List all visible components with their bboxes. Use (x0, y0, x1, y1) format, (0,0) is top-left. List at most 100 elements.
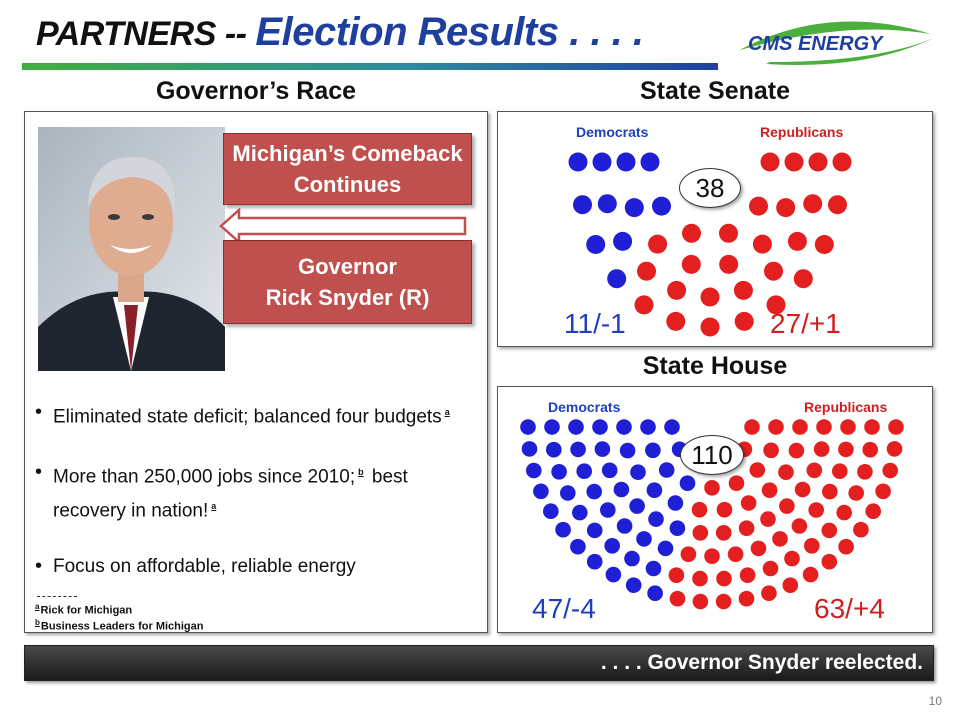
republican-seat (865, 503, 881, 519)
bullet-item: Focus on affordable, reliable energy (33, 552, 483, 581)
bullet-text: Eliminated state deficit; balanced four … (53, 406, 442, 428)
republican-seat (882, 462, 898, 479)
senate-democrats-label: Democrats (576, 124, 649, 140)
republican-seat (761, 482, 778, 498)
democrat-seat (576, 463, 592, 479)
democrat-seat (544, 419, 560, 435)
republican-seat (704, 480, 720, 496)
republican-seat (814, 235, 834, 254)
republican-seat (791, 518, 808, 534)
republican-seat (681, 254, 701, 274)
republican-seat (715, 525, 732, 541)
democrat-seat (624, 550, 640, 567)
republican-seat (862, 441, 878, 458)
republican-seat (716, 570, 732, 587)
republican-seat (763, 442, 779, 459)
republican-seat (761, 585, 777, 601)
democrat-seat (521, 441, 538, 457)
senate-total-seats: 38 (679, 168, 741, 208)
republican-seat (700, 317, 720, 337)
democrat-seat (624, 198, 644, 218)
republican-seat (764, 261, 783, 281)
bullet-item: More than 250,000 jobs since 2010;b best… (33, 458, 483, 525)
democrat-seat (568, 152, 588, 172)
republican-seat (752, 234, 772, 254)
republican-seat (792, 419, 808, 435)
democrat-seat (664, 419, 680, 435)
senate-republicans-tally: 27/+1 (770, 308, 841, 339)
democrat-seat (648, 511, 664, 527)
republican-seat (793, 269, 813, 289)
republican-seat (716, 501, 733, 518)
slide-title: PARTNERS -- Election Results . . . . (36, 10, 644, 62)
republican-seat (808, 502, 824, 518)
republican-seat (832, 152, 852, 172)
democrat-seat (652, 196, 671, 216)
republican-seat (821, 553, 838, 570)
democrat-seat (533, 483, 549, 500)
house-section-title: State House (642, 352, 788, 380)
democrat-seat (555, 521, 571, 538)
house-democrats-tally: 47/-4 (532, 593, 596, 624)
republican-seat (744, 419, 760, 435)
republican-seat (778, 464, 794, 480)
democrat-seat (645, 560, 662, 577)
democrat-seat (636, 531, 652, 547)
republican-seat (692, 570, 708, 587)
bullet-item: Eliminated state deficit; balanced four … (33, 398, 483, 431)
house-panel: Democrats Republicans 110 47/-4 63/+4 (497, 386, 933, 633)
bullet-text: Focus on affordable, reliable energy (53, 555, 356, 577)
republican-seat (787, 231, 807, 251)
democrat-seat (640, 152, 660, 172)
republican-seat (813, 441, 830, 457)
democrat-seat (586, 522, 603, 539)
governor-name-box: Governor Rick Snyder (R) (223, 240, 472, 324)
republican-seat (680, 546, 697, 562)
democrat-seat (573, 195, 592, 215)
republican-seat (840, 419, 856, 435)
democrat-seat (592, 152, 612, 172)
democrat-seat (607, 269, 627, 289)
republican-seat (857, 464, 873, 480)
democrat-seat (657, 540, 674, 557)
republican-seat (788, 442, 805, 459)
house-total-seats: 110 (680, 435, 744, 475)
footnote-marker: b (358, 467, 364, 478)
republican-seat (669, 590, 686, 607)
republican-seat (749, 462, 766, 478)
republican-seat (806, 462, 823, 479)
republican-seat (886, 441, 903, 457)
footnote-marker: a (444, 407, 450, 417)
title-main: Election Results . . . . (255, 10, 644, 54)
republican-seat (692, 593, 709, 610)
republican-seat (682, 223, 701, 243)
democrat-seat (570, 538, 586, 555)
republican-seat (715, 593, 732, 610)
governor-photo (38, 127, 225, 371)
republican-seat (762, 560, 779, 577)
democrat-seat (568, 419, 584, 435)
governor-section-title: Governor’s Race (155, 77, 357, 105)
page-number: 10 (928, 694, 942, 708)
democrat-seat (629, 498, 645, 514)
democrat-seat (592, 419, 608, 435)
republican-seat (768, 419, 784, 435)
democrat-seat (616, 152, 636, 172)
republican-seat (853, 521, 869, 538)
footnote-marker: a (211, 500, 217, 511)
republican-seat (848, 485, 864, 501)
house-republicans-tally: 63/+4 (814, 593, 885, 624)
republican-seat (692, 525, 709, 541)
footnote-text: Rick for Michigan (40, 604, 133, 617)
republican-seat (637, 261, 656, 281)
bullet-text: More than 250,000 jobs since 2010; (53, 466, 356, 488)
governor-line-1: Governor (297, 254, 397, 279)
republican-seat (750, 540, 767, 557)
footnote-b: bBusiness Leaders for Michigan (35, 618, 204, 633)
republican-seat (784, 550, 800, 567)
republican-seat (772, 531, 788, 547)
republican-seat (666, 311, 686, 331)
democrat-seat (605, 566, 622, 583)
democrat-seat (640, 419, 656, 435)
republican-seat (734, 311, 754, 331)
